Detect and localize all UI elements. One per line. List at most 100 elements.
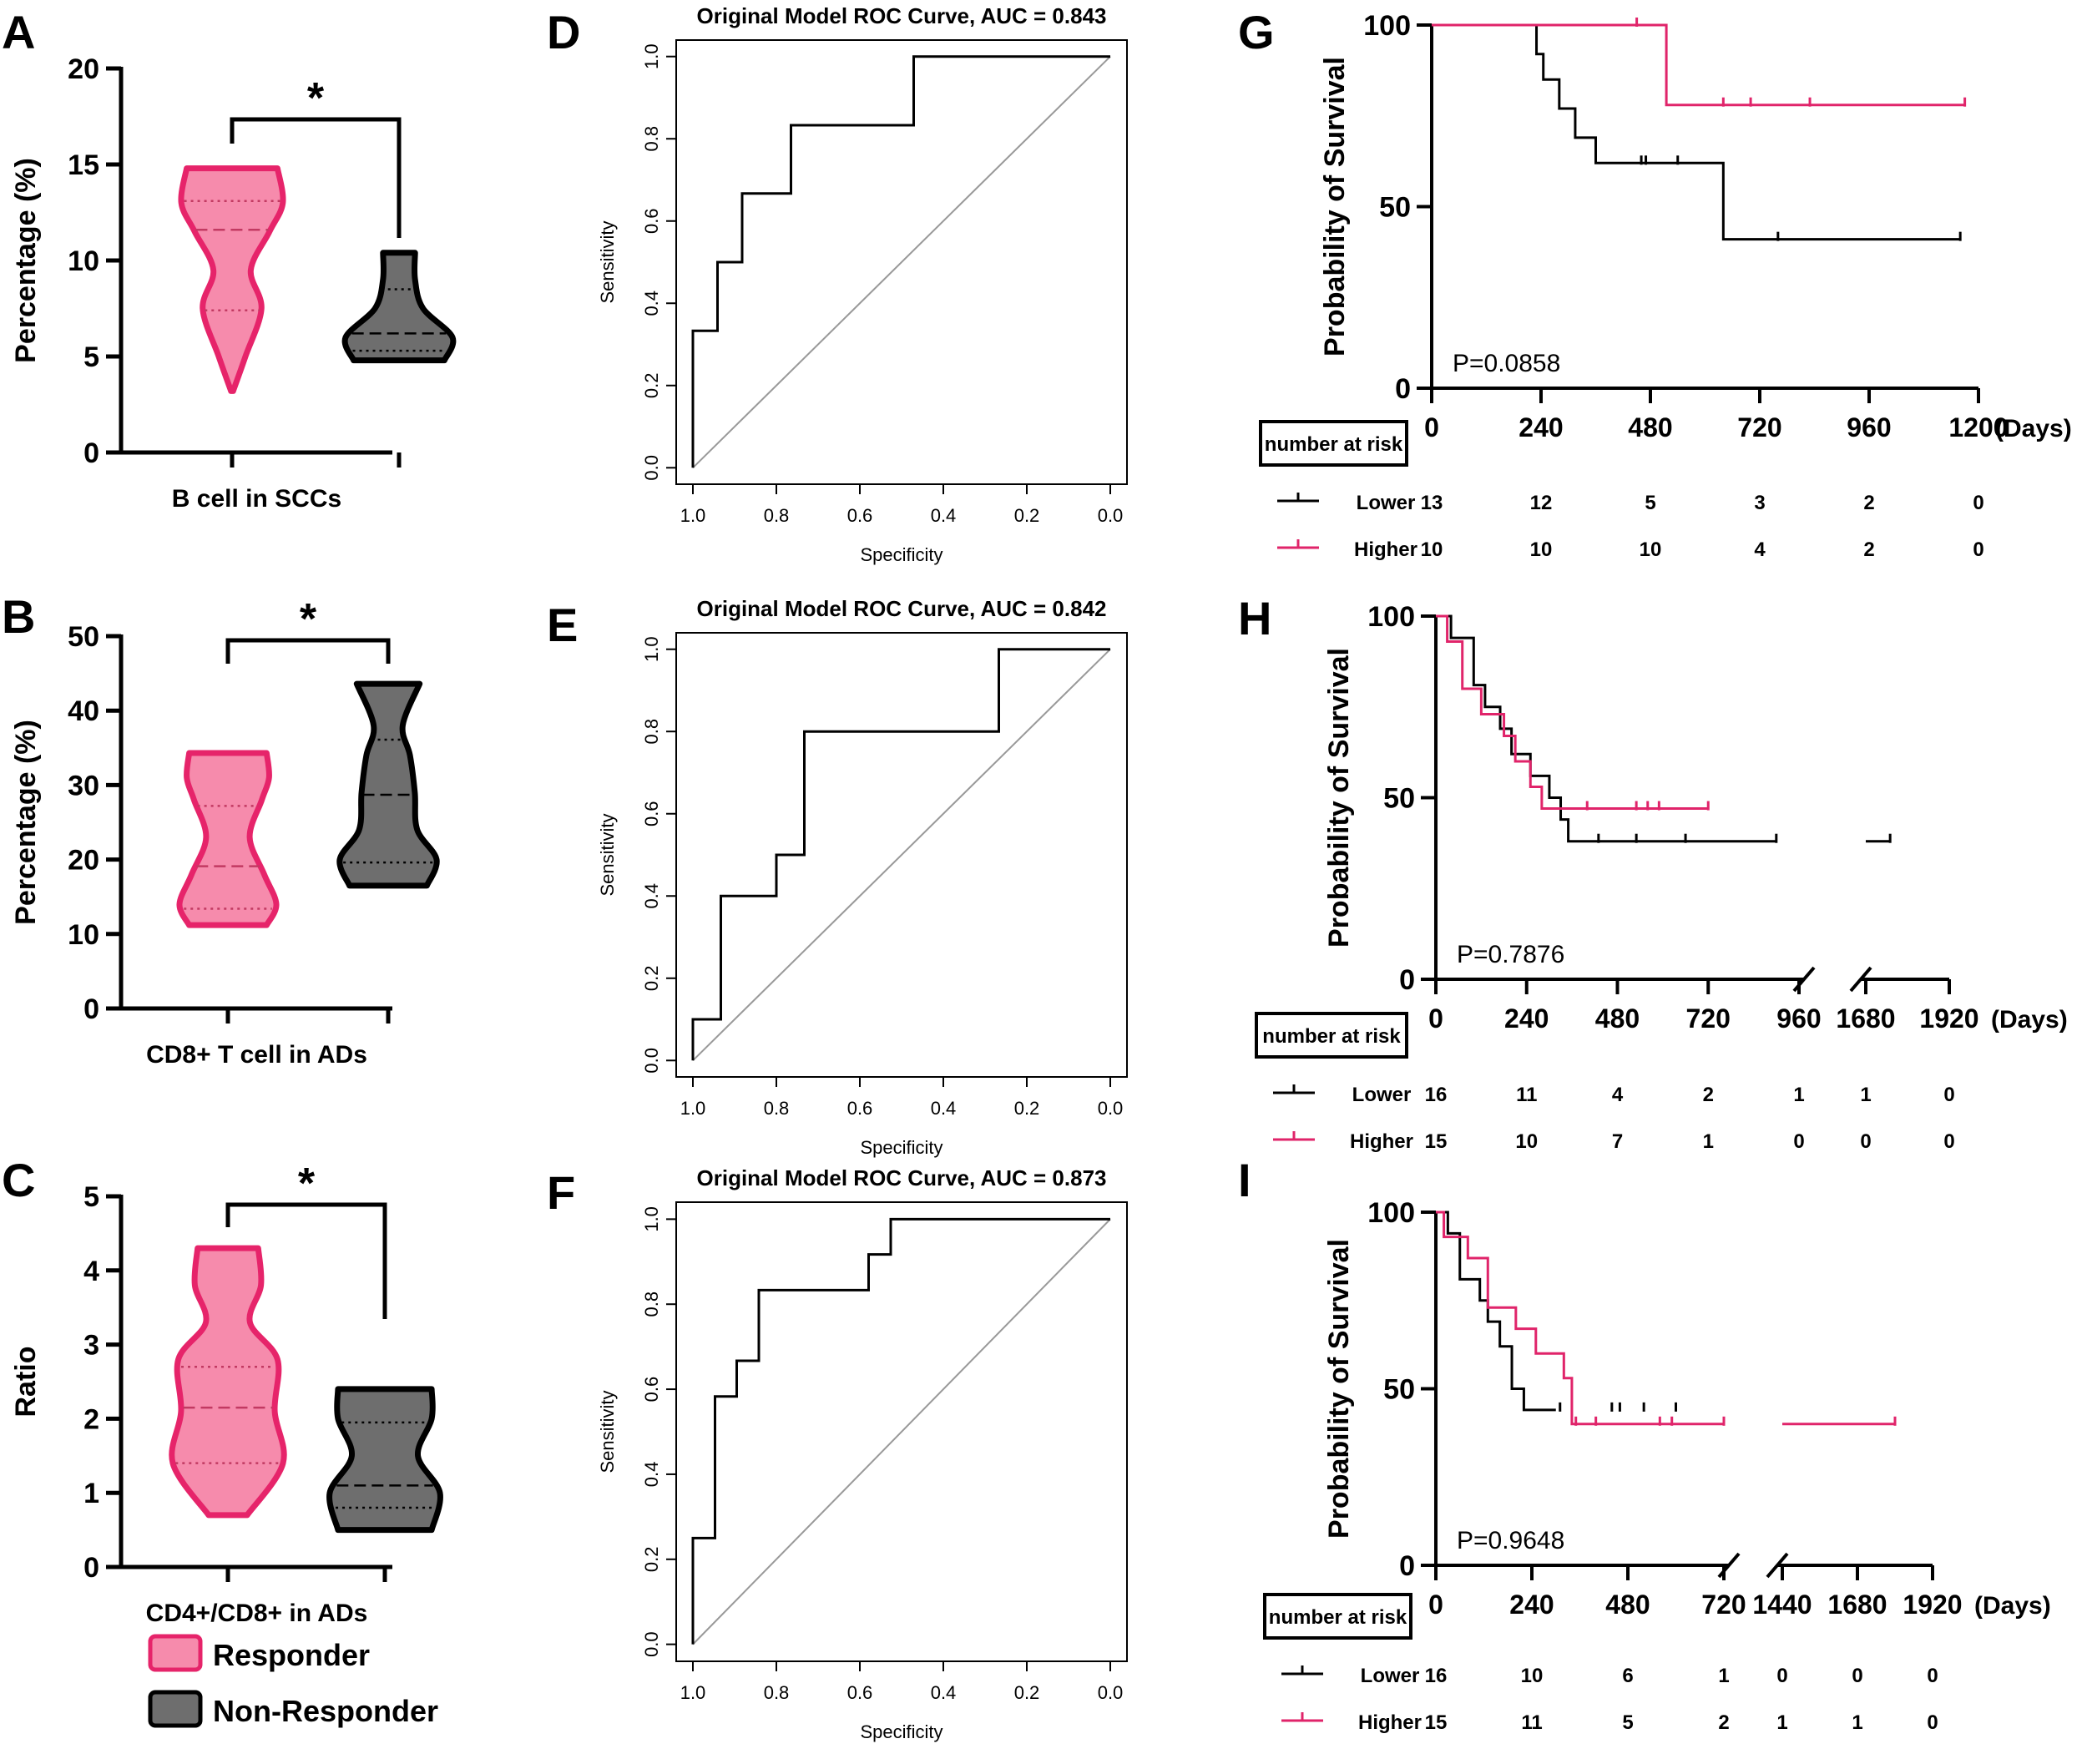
x-tick-label: 240 <box>1519 412 1563 442</box>
survival-curve-lower <box>1436 1211 1556 1412</box>
significance-star: * <box>307 74 325 123</box>
risk-row-label: Lower <box>1357 492 1416 514</box>
x-tick-label: 480 <box>1628 412 1672 442</box>
roc-title: Original Model ROC Curve, AUC = 0.842 <box>697 596 1107 621</box>
x-tick-label: 240 <box>1504 1003 1549 1034</box>
x-tick-label: 0.6 <box>847 1682 873 1703</box>
x-tick-label: 1.0 <box>680 505 706 526</box>
risk-count: 5 <box>1622 1711 1633 1734</box>
x-tick-label: 0.8 <box>764 1682 790 1703</box>
risk-count: 16 <box>1425 1665 1448 1687</box>
significance-bracket <box>225 1202 387 1319</box>
panel-label-b: B <box>2 590 35 643</box>
y-tick-label: 0.6 <box>641 208 662 234</box>
x-tick-label: 1440 <box>1752 1590 1812 1620</box>
plot-frame <box>675 632 1128 1078</box>
risk-count: 0 <box>1943 1130 1954 1153</box>
y-tick-label: 1.0 <box>641 1206 662 1232</box>
risk-count: 12 <box>1530 492 1553 514</box>
risk-count: 1 <box>1703 1130 1714 1153</box>
risk-count: 1 <box>1852 1711 1862 1734</box>
risk-count: 1 <box>1860 1084 1871 1106</box>
legend-nonresponder-label: Non-Responder <box>213 1694 438 1728</box>
x-tick-label: 480 <box>1605 1590 1650 1620</box>
risk-count: 1 <box>1793 1084 1804 1106</box>
violin-non-responder <box>341 250 457 364</box>
roc-chart-d: Original Model ROC Curve, AUC = 0.843 0.0… <box>597 3 1128 565</box>
y-tick-label: 0.8 <box>641 719 662 745</box>
y-tick-label: 1 <box>83 1478 99 1509</box>
x-tick-label: 0.0 <box>1098 505 1124 526</box>
x-tick-label: 0 <box>1424 412 1439 442</box>
roc-curve <box>691 1217 1110 1645</box>
y-tick-label: 0 <box>1395 373 1411 405</box>
x-tick-label: 1.0 <box>680 1098 706 1119</box>
legend-responder-label: Responder <box>213 1638 370 1672</box>
x-tick-label: 960 <box>1847 412 1891 442</box>
x-tick-label: 720 <box>1701 1590 1746 1620</box>
x-tick-label: 0.4 <box>931 1098 957 1119</box>
survival-curve-higher <box>1436 614 1709 811</box>
y-tick-label: 0 <box>1399 964 1415 996</box>
y-tick-label: 0.6 <box>641 1377 662 1403</box>
panel-label-e: E <box>547 599 578 651</box>
x-tick-label: 1200 <box>1948 412 2008 442</box>
y-tick-label: 50 <box>68 621 99 653</box>
reference-diagonal <box>692 648 1111 1062</box>
panel-label-d: D <box>547 6 580 58</box>
risk-count: 5 <box>1645 492 1655 514</box>
risk-count: 10 <box>1640 538 1662 561</box>
risk-count: 6 <box>1622 1665 1633 1687</box>
risk-count: 2 <box>1718 1711 1729 1734</box>
significance-star: * <box>300 595 317 644</box>
y-axis-label: Probability of Survival <box>1323 1239 1355 1539</box>
y-tick-label: 0.8 <box>641 126 662 152</box>
y-axis-label: Sensitivity <box>597 813 618 896</box>
y-tick-label: 4 <box>83 1256 99 1287</box>
survival-curve-higher <box>1436 1211 1724 1426</box>
x-tick-label: 0.2 <box>1014 1682 1040 1703</box>
axis-break-mark <box>1766 1552 1789 1579</box>
significance-bracket <box>225 638 391 664</box>
risk-count: 4 <box>1754 538 1766 561</box>
survival-curve-higher <box>1432 23 1965 107</box>
reference-diagonal <box>692 55 1111 469</box>
risk-count: 0 <box>1973 492 1983 514</box>
y-tick-label: 0.6 <box>641 801 662 826</box>
x-tick-label: 1920 <box>1919 1003 1978 1034</box>
y-tick-label: 0 <box>83 1552 99 1584</box>
y-tick-label: 1.0 <box>641 636 662 662</box>
risk-row-label: Higher <box>1350 1130 1413 1153</box>
risk-table-header-box <box>1255 1012 1408 1059</box>
violin-plot-a: 0 5 10 15 20 B cell in SCCs Percentage (%) * <box>10 53 457 513</box>
risk-count: 11 <box>1516 1084 1537 1106</box>
x-tick-label: 0.8 <box>764 1098 790 1119</box>
legend-nonresponder-swatch <box>148 1690 203 1728</box>
y-tick-label: 15 <box>68 149 99 181</box>
y-tick-label: 1.0 <box>641 43 662 69</box>
x-tick-label: 0.4 <box>931 505 957 526</box>
y-tick-label: 0.2 <box>641 1546 662 1572</box>
violin-responder <box>176 750 280 928</box>
risk-count: 2 <box>1703 1084 1714 1106</box>
y-tick-label: 20 <box>68 845 99 877</box>
y-axis-label: Sensitivity <box>597 220 618 303</box>
y-tick-label: 50 <box>1383 783 1415 815</box>
risk-count: 1 <box>1776 1711 1787 1734</box>
y-tick-label: 0 <box>83 993 99 1025</box>
x-tick-label: 0 <box>1428 1003 1443 1034</box>
y-tick-label: 100 <box>1363 10 1411 42</box>
risk-count: 10 <box>1521 1665 1544 1687</box>
y-tick-label: 0.4 <box>641 883 662 909</box>
risk-count: 0 <box>1927 1711 1938 1734</box>
reference-diagonal <box>692 1218 1111 1645</box>
y-tick-label: 0.0 <box>641 455 662 481</box>
survival-curve-lower <box>1436 614 1776 843</box>
x-tick-label: 960 <box>1776 1003 1821 1034</box>
risk-count: 4 <box>1612 1084 1624 1106</box>
y-axis-label: Ratio <box>10 1347 42 1418</box>
risk-count: 11 <box>1521 1711 1542 1734</box>
x-tick-label: 240 <box>1509 1590 1554 1620</box>
y-axis-label: Probability of Survival <box>1319 57 1351 356</box>
